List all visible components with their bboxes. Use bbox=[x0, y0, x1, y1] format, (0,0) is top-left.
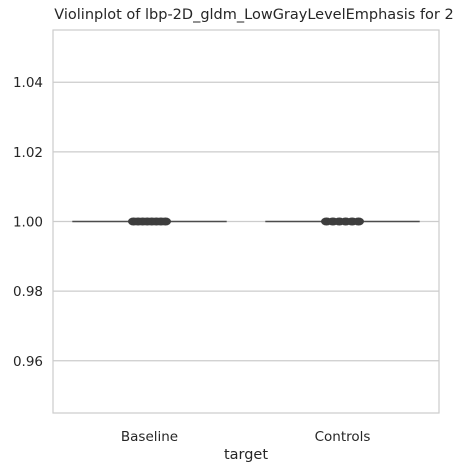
chart-title: Violinplot of lbp-2D_gldm_LowGrayLevelEm… bbox=[54, 7, 453, 23]
x-axis-label: target bbox=[224, 447, 268, 463]
y-tick-label: 1.02 bbox=[13, 145, 43, 161]
y-tick-label: 0.96 bbox=[13, 354, 43, 370]
data-point bbox=[160, 217, 171, 226]
violins bbox=[72, 217, 420, 226]
data-point bbox=[353, 217, 364, 226]
y-axis-ticks: 0.96 0.98 1.00 1.02 1.04 bbox=[13, 75, 43, 370]
x-axis-ticks: Baseline Controls bbox=[121, 429, 371, 445]
y-tick-label: 1.04 bbox=[13, 75, 43, 91]
y-tick-label: 0.98 bbox=[13, 284, 43, 300]
x-tick-label: Controls bbox=[315, 429, 371, 445]
x-tick-label: Baseline bbox=[121, 429, 178, 445]
plot-frame bbox=[52, 29, 440, 414]
y-tick-label: 1.00 bbox=[13, 215, 43, 231]
